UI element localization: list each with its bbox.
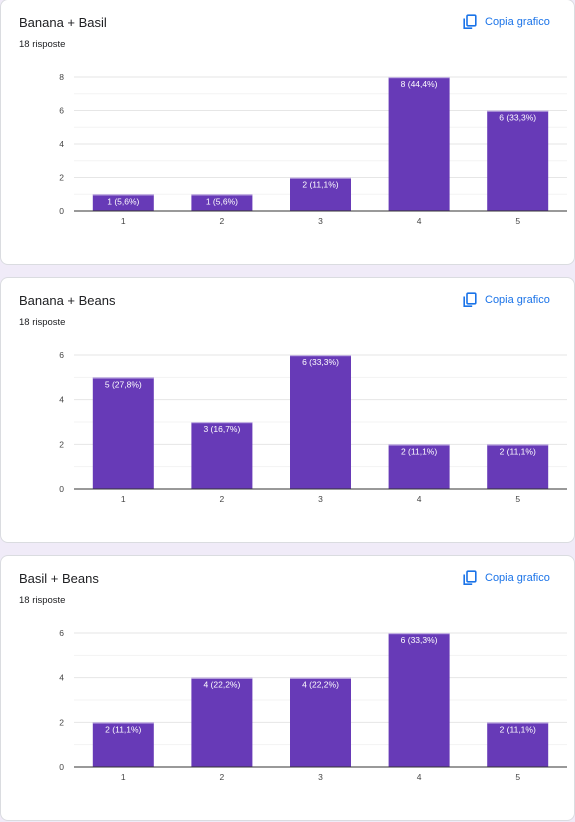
x-tick-label: 4 (417, 772, 422, 782)
card-title: Banana + Beans (19, 293, 116, 308)
data-label: 2 (11,1%) (401, 446, 437, 456)
x-tick-label: 4 (417, 216, 422, 226)
x-tick-label: 2 (220, 772, 225, 782)
bar-chart: 0 2 4 6 5 (27,8%) 1 3 (16,7%) 2 6 (33,3%) 3 2 (11,… (59, 350, 567, 504)
x-tick-label: 4 (417, 494, 422, 504)
chart-card-3: Basil + Beans 18 risposte Copia grafico … (0, 555, 575, 821)
card-title: Banana + Basil (19, 15, 107, 30)
card-title: Basil + Beans (19, 571, 99, 586)
chart-card-2: Banana + Beans 18 risposte Copia grafico… (0, 277, 575, 543)
x-tick-label: 5 (515, 216, 520, 226)
data-label: 5 (27,8%) (105, 379, 142, 389)
bar-top-edge (388, 444, 450, 446)
data-label: 3 (16,7%) (203, 424, 240, 434)
y-tick-label: 8 (59, 72, 64, 82)
y-tick-label: 6 (59, 628, 64, 638)
copy-chart-button[interactable]: Copia grafico (463, 291, 550, 309)
bar-top-edge (290, 177, 351, 179)
bar-chart: 0 2 4 6 8 1 (5,6%) 1 1 (5,6%) 2 2 (11,1%) 3 8 (44,4… (59, 72, 567, 226)
bar-top-edge (388, 633, 450, 635)
bar-top-edge (92, 377, 154, 379)
data-label: 8 (44,4%) (401, 79, 438, 89)
x-tick-label: 5 (515, 772, 520, 782)
y-tick-label: 6 (59, 106, 64, 116)
bar (487, 444, 549, 489)
x-tick-label: 1 (121, 494, 126, 504)
data-label: 6 (33,3%) (499, 113, 536, 123)
y-tick-label: 6 (59, 350, 64, 360)
bar (388, 77, 450, 211)
y-tick-label: 4 (59, 395, 64, 405)
y-tick-label: 0 (59, 206, 64, 216)
response-count: 18 risposte (19, 39, 66, 50)
data-label: 1 (5,6%) (206, 196, 238, 206)
x-tick-label: 1 (121, 216, 126, 226)
copy-icon (463, 570, 477, 585)
data-label: 2 (11,1%) (500, 446, 536, 456)
bar (92, 377, 154, 489)
data-label: 1 (5,6%) (107, 196, 139, 206)
x-tick-label: 3 (318, 494, 323, 504)
y-tick-label: 0 (59, 484, 64, 494)
copy-chart-label: Copia grafico (485, 16, 550, 28)
y-tick-label: 2 (59, 717, 64, 727)
bar (191, 677, 253, 767)
x-tick-label: 5 (515, 494, 520, 504)
data-label: 6 (33,3%) (302, 357, 339, 367)
y-tick-label: 2 (59, 439, 64, 449)
bar (487, 110, 549, 211)
x-tick-label: 3 (318, 216, 323, 226)
data-label: 6 (33,3%) (401, 635, 438, 645)
copy-chart-label: Copia grafico (485, 294, 550, 306)
x-tick-label: 2 (220, 494, 225, 504)
bar-top-edge (290, 355, 351, 357)
x-tick-label: 2 (220, 216, 225, 226)
y-tick-label: 4 (59, 139, 64, 149)
bar (388, 633, 450, 767)
copy-icon (463, 14, 477, 29)
chart-card-1: Banana + Basil 18 risposte Copia grafico… (0, 0, 575, 265)
copy-icon (463, 292, 477, 307)
bar (92, 722, 154, 767)
y-tick-label: 4 (59, 673, 64, 683)
copy-chart-button[interactable]: Copia grafico (463, 569, 550, 587)
bar-top-edge (191, 677, 253, 679)
bar-chart: 0 2 4 6 2 (11,1%) 1 4 (22,2%) 2 4 (22,2%) 3 6 (33,… (59, 628, 567, 782)
bar-top-edge (191, 194, 253, 196)
x-tick-label: 1 (121, 772, 126, 782)
data-label: 4 (22,2%) (203, 680, 240, 690)
y-tick-label: 0 (59, 762, 64, 772)
bar (290, 677, 351, 767)
bar-top-edge (191, 422, 253, 424)
bar (487, 722, 549, 767)
copy-chart-button[interactable]: Copia grafico (463, 13, 550, 31)
data-label: 2 (11,1%) (302, 180, 338, 190)
bar-top-edge (92, 194, 154, 196)
copy-chart-label: Copia grafico (485, 572, 550, 584)
data-label: 4 (22,2%) (302, 680, 339, 690)
bar-top-edge (487, 110, 549, 112)
bar (290, 177, 351, 211)
bar-top-edge (290, 677, 351, 679)
bar-top-edge (487, 444, 549, 446)
response-count: 18 risposte (19, 595, 66, 606)
bar-top-edge (388, 77, 450, 79)
bar (191, 194, 253, 211)
data-label: 2 (11,1%) (105, 724, 141, 734)
response-count: 18 risposte (19, 317, 66, 328)
bar (92, 194, 154, 211)
bar-top-edge (92, 722, 154, 724)
bar-top-edge (487, 722, 549, 724)
y-tick-label: 2 (59, 173, 64, 183)
x-tick-label: 3 (318, 772, 323, 782)
data-label: 2 (11,1%) (500, 724, 536, 734)
bar (191, 422, 253, 489)
bar (290, 355, 351, 489)
bar (388, 444, 450, 489)
